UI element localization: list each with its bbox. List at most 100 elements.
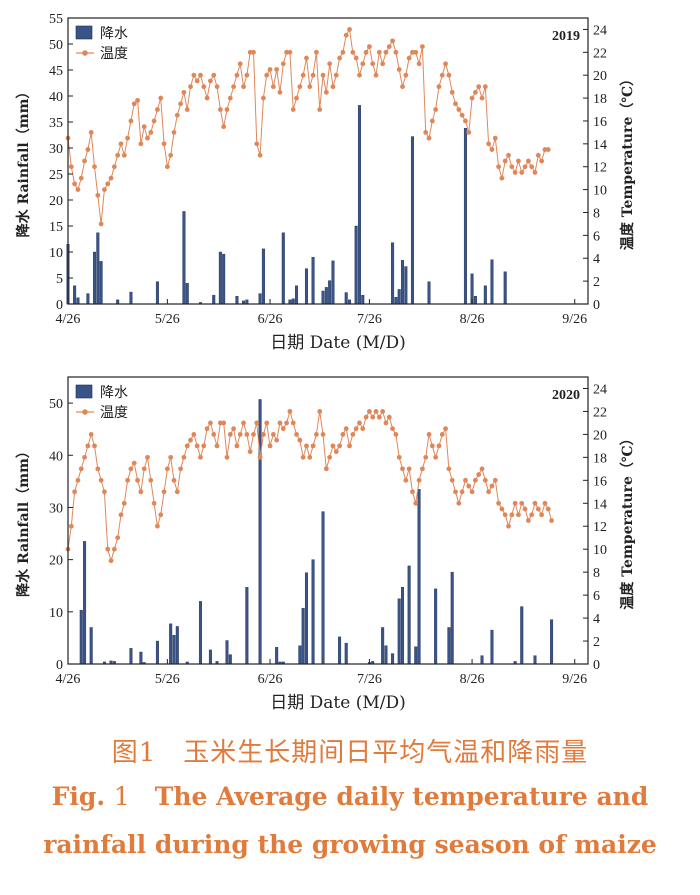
temperature-point <box>446 72 452 78</box>
rain-bar <box>391 242 395 305</box>
temperature-point <box>72 489 78 495</box>
legend-rain-label: 降水 <box>100 26 128 42</box>
rain-bar <box>520 606 524 665</box>
temperature-point <box>423 454 429 460</box>
temperature-point <box>327 61 333 67</box>
rain-bar <box>324 287 328 305</box>
rain-bar <box>129 291 133 305</box>
rain-bar <box>304 572 308 665</box>
left-tick-label: 40 <box>49 449 63 464</box>
caption-chinese: 图1 玉米生长期间日平均气温和降雨量 <box>0 732 700 769</box>
temperature-point <box>158 95 164 101</box>
temperature-point <box>297 437 303 443</box>
temperature-point <box>350 49 356 55</box>
rain-bar <box>155 640 159 665</box>
temperature-point <box>426 432 432 437</box>
right-tick-label: 2 <box>593 635 600 650</box>
rain-bar <box>463 128 467 305</box>
temperature-point <box>449 477 455 483</box>
temperature-point <box>237 61 243 67</box>
right-tick-label: 12 <box>593 520 607 535</box>
temperature-point <box>174 112 180 118</box>
temperature-point <box>333 449 339 455</box>
temperature-point <box>68 523 74 529</box>
temperature-point <box>241 420 246 426</box>
right-tick-label: 2 <box>593 275 600 290</box>
temperature-point <box>542 500 548 506</box>
left-tick-label: 35 <box>49 116 63 131</box>
temperature-point <box>128 466 134 472</box>
temperature-point <box>191 432 197 437</box>
temperature-point <box>141 124 147 130</box>
temperature-point <box>502 158 508 164</box>
temperature-point <box>363 49 369 55</box>
temperature-point <box>396 454 402 460</box>
left-tick-label: 20 <box>49 194 63 209</box>
temperature-point <box>519 500 525 506</box>
temperature-point <box>535 152 541 158</box>
rain-bar <box>434 588 438 665</box>
rain-bar <box>79 610 83 665</box>
temperature-point <box>284 420 289 426</box>
right-tick-label: 14 <box>593 138 607 153</box>
temperature-point <box>545 147 551 152</box>
temperature-point <box>360 61 366 67</box>
rain-bar <box>321 290 325 305</box>
temperature-point <box>360 426 366 432</box>
temperature-point <box>270 432 276 437</box>
plot-frame <box>67 376 589 665</box>
temperature-point <box>294 432 299 437</box>
temperature-point <box>469 489 475 495</box>
rain-bar <box>89 627 93 665</box>
temperature-point <box>237 432 243 437</box>
caption-en-label: Fig. <box>51 782 106 811</box>
temperature-point <box>406 466 412 472</box>
rain-bar <box>480 655 484 665</box>
temperature-point <box>337 443 342 449</box>
rain-bar <box>321 511 325 665</box>
legend-temp-label: 温度 <box>100 46 128 62</box>
temperature-point <box>310 443 316 449</box>
temperature-point <box>456 500 462 506</box>
right-tick-label: 10 <box>593 184 607 199</box>
temperature-point <box>211 72 217 78</box>
temperature-point <box>161 489 167 495</box>
temperature-point <box>111 164 117 170</box>
temperature-point <box>88 130 94 135</box>
temperature-point <box>78 175 84 181</box>
temperature-point <box>343 426 349 432</box>
temperature-point <box>231 426 237 432</box>
temperature-point <box>472 89 478 95</box>
right-tick-label: 16 <box>593 474 607 489</box>
temperature-point <box>482 84 488 90</box>
temperature-point <box>443 61 448 67</box>
temperature-point <box>496 500 501 506</box>
temperature-point <box>327 454 333 460</box>
rain-bar <box>83 541 87 665</box>
temperature-point <box>522 164 528 170</box>
right-tick-label: 12 <box>593 161 607 176</box>
temperature-point <box>85 443 91 449</box>
temperature-point <box>102 489 107 495</box>
plot-frame <box>67 17 589 305</box>
temperature-point <box>380 409 386 414</box>
temperature-point <box>466 483 472 489</box>
temperature-point <box>208 420 213 426</box>
rain-bar <box>401 260 405 305</box>
rain-bar <box>222 253 226 305</box>
temperature-point <box>419 44 425 49</box>
temperature-point <box>261 432 266 437</box>
temperature-point <box>320 72 326 78</box>
temperature-point <box>261 95 266 101</box>
rain-bar <box>328 280 332 305</box>
temperature-point <box>171 477 177 483</box>
temperature-point <box>314 49 319 55</box>
temperature-point <box>244 432 250 437</box>
temperature-point <box>386 44 392 49</box>
temperature-point <box>277 89 283 95</box>
temperature-point <box>423 130 429 135</box>
temperature-point <box>373 72 379 78</box>
temperature-point <box>72 181 78 187</box>
rain-bar <box>533 655 537 665</box>
